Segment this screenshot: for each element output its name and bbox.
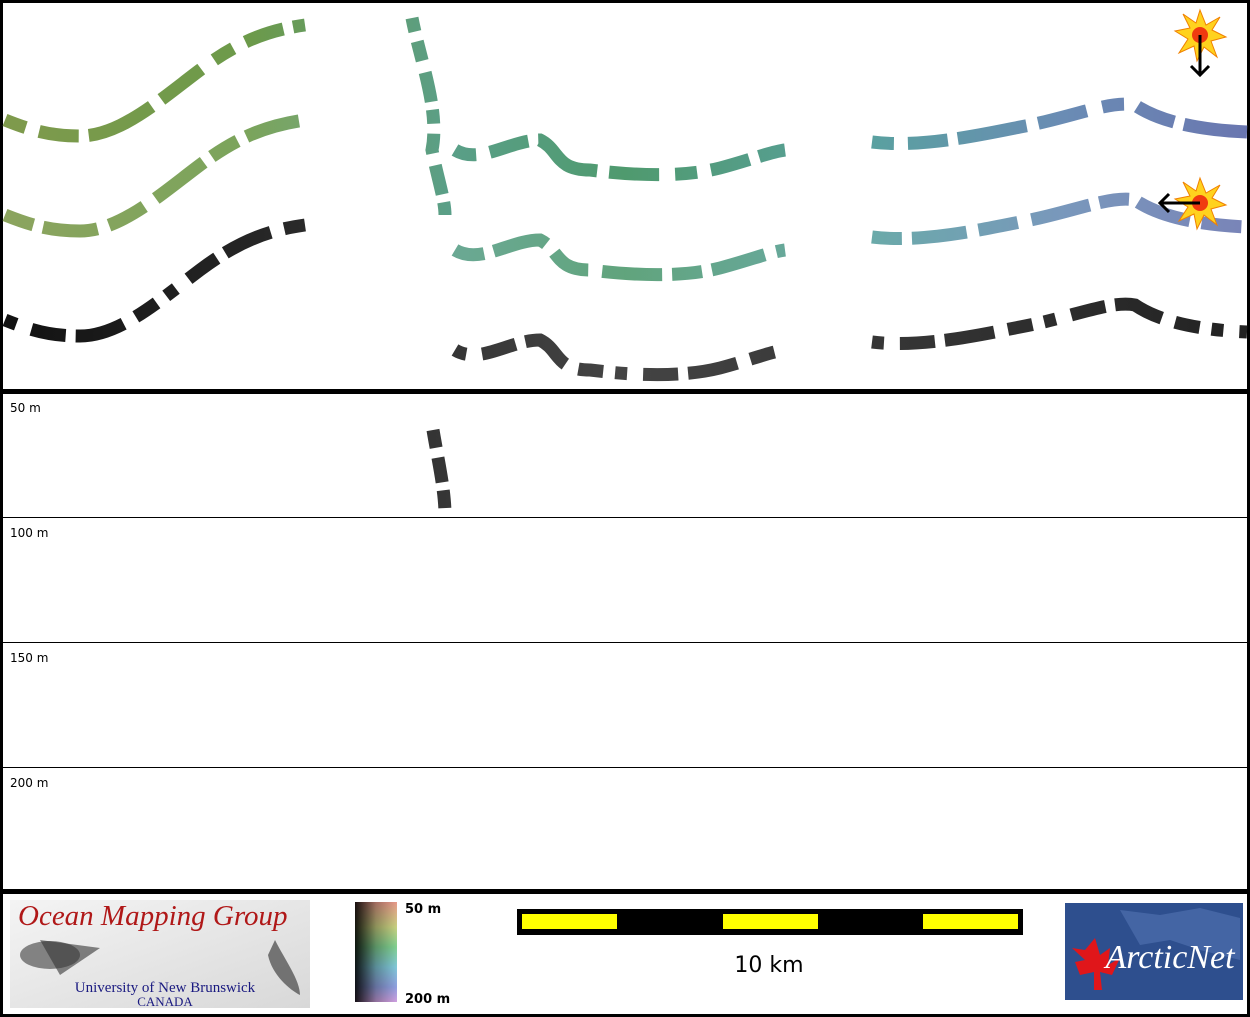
panel-divider: [0, 889, 1250, 894]
swath-tracks: [5, 16, 1247, 516]
depth-label: 150 m: [10, 651, 48, 665]
decoration: [923, 914, 1018, 929]
arcticnet-logo: ArcticNet: [1065, 903, 1243, 1000]
decoration: [405, 16, 452, 216]
decoration: [1189, 64, 1211, 78]
decoration: [5, 225, 1247, 516]
decoration: [1157, 192, 1171, 214]
scale-label: 10 km: [734, 953, 803, 978]
colorbar-label: 50 m: [405, 902, 441, 917]
sun-north: [1173, 8, 1228, 78]
logo-title: Ocean Mapping Group: [18, 900, 288, 932]
decoration: [1072, 938, 1120, 990]
logo-line: University of New Brunswick: [75, 980, 256, 996]
decoration: [522, 914, 617, 929]
sun-east: [1157, 176, 1228, 231]
decoration: [40, 940, 100, 975]
omg-logo: Ocean Mapping Group University of New Br…: [10, 900, 310, 1009]
arcticnet-name: ArcticNet: [1103, 939, 1236, 976]
decoration: [268, 940, 300, 995]
scale-bar: 10 km: [517, 909, 1023, 978]
decoration: [5, 16, 1247, 216]
decoration: [355, 902, 397, 1002]
decoration: [426, 428, 452, 516]
logo-line: CANADA: [137, 994, 193, 1009]
decoration: [1120, 908, 1240, 960]
depth-label: 50 m: [10, 401, 41, 415]
depth-label: 200 m: [10, 776, 48, 790]
depth-label: 100 m: [10, 526, 48, 540]
colorbar-label: 200 m: [405, 992, 450, 1007]
panel-divider: [0, 389, 1250, 394]
colorbar: 50 m 200 m: [355, 902, 450, 1007]
decoration: [723, 914, 818, 929]
